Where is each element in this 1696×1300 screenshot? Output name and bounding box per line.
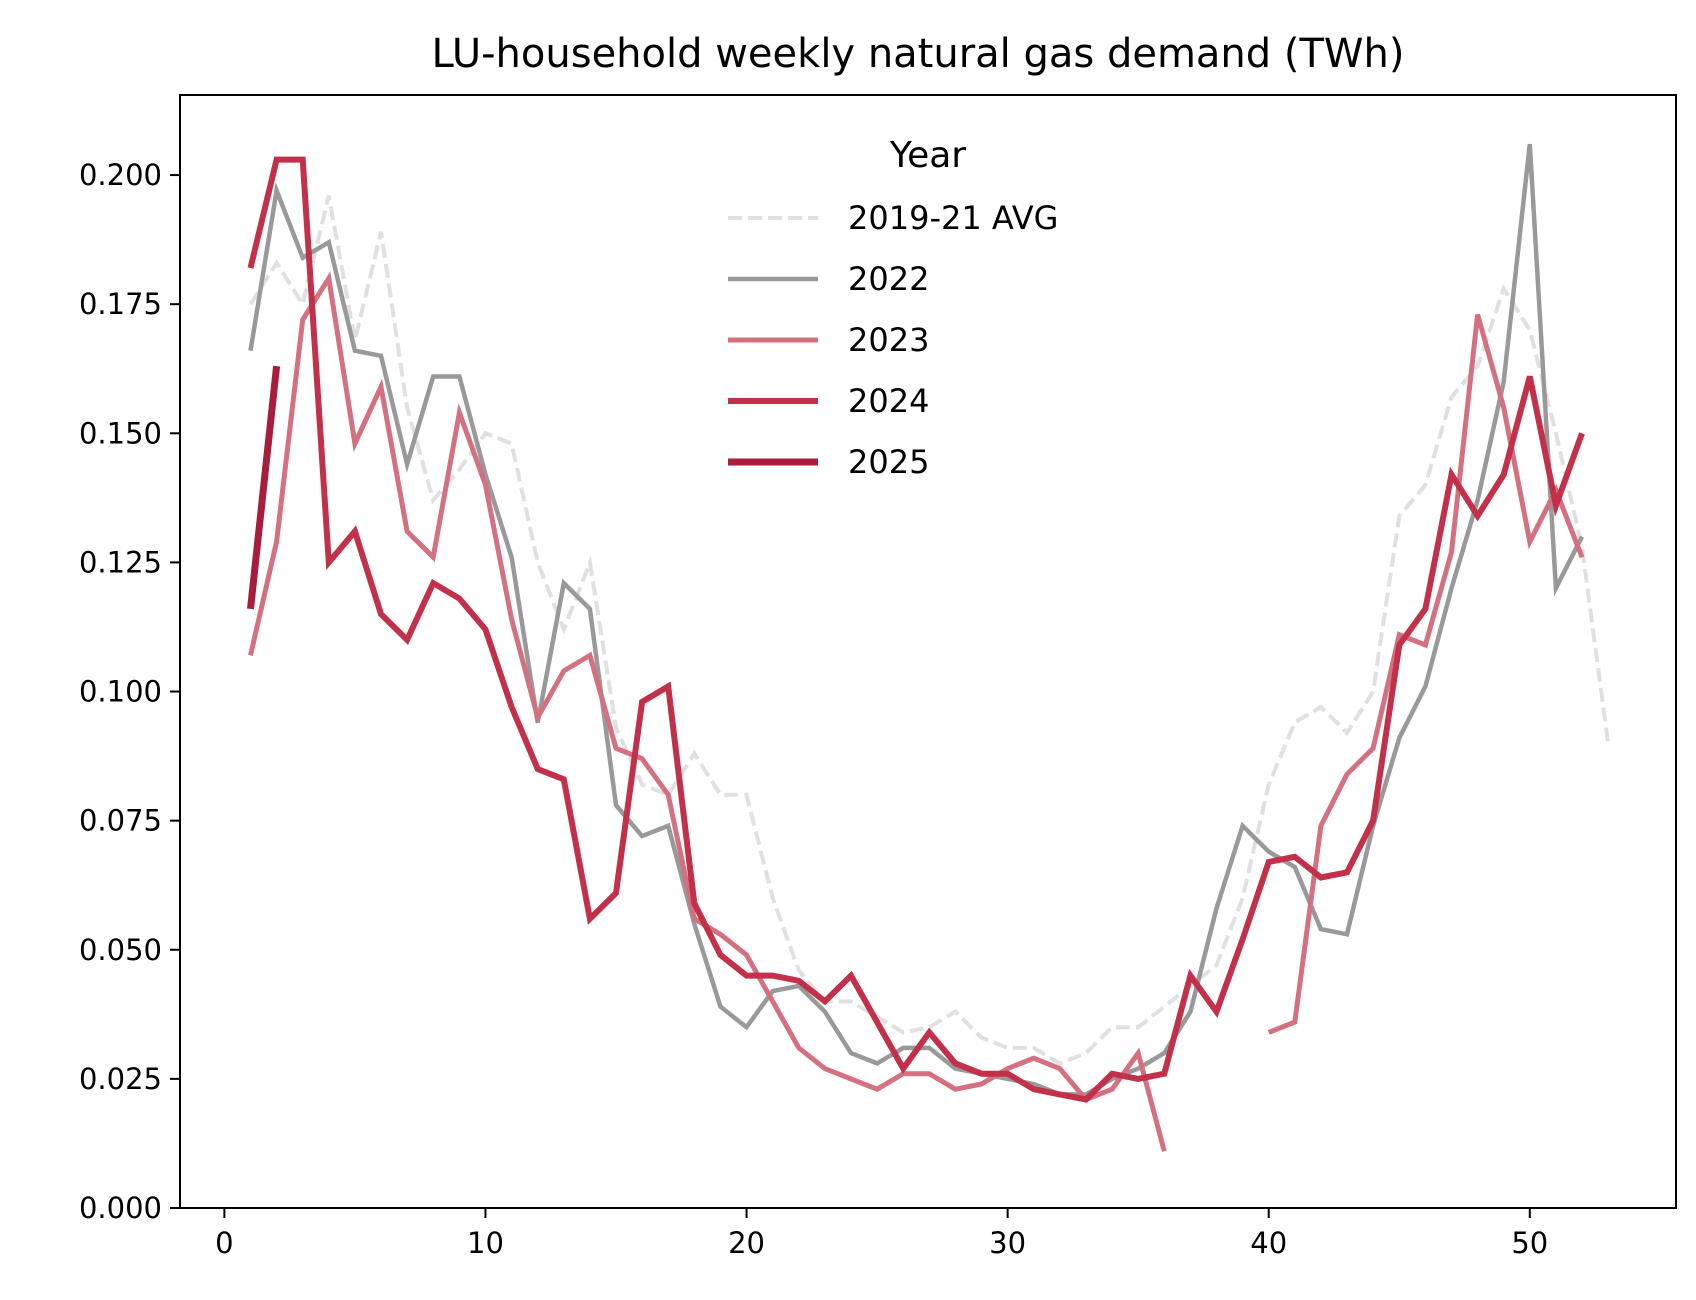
plot-frame (179, 94, 1677, 1209)
y-tick-label: 0.200 (79, 158, 162, 192)
x-tick-label: 50 (1511, 1226, 1548, 1260)
y-tick-label: 0.050 (79, 933, 162, 967)
y-tick-label: 0.025 (79, 1062, 162, 1096)
legend-label: 2022 (848, 260, 929, 298)
y-tick-label: 0.150 (79, 416, 162, 450)
x-tick-label: 30 (989, 1226, 1026, 1260)
y-tick-label: 0.100 (79, 675, 162, 709)
y-tick-label: 0.000 (79, 1191, 162, 1225)
x-tick-label: 10 (467, 1226, 504, 1260)
series-line-2024 (247, 156, 1585, 1103)
y-tick-label: 0.175 (79, 287, 162, 321)
chart-title: LU-household weekly natural gas demand (… (432, 31, 1405, 77)
legend-label: 2019-21 AVG (848, 199, 1058, 237)
y-tick-label: 0.075 (79, 804, 162, 838)
legend-label: 2023 (848, 321, 929, 359)
legend-label: 2025 (848, 443, 929, 481)
x-axis: 0 10 20 30 40 50 (215, 1208, 1548, 1260)
legend-label: 2024 (848, 382, 929, 420)
plot-area (247, 143, 1611, 1152)
legend: Year 2019-21 AVG 2022 2023 2024 2025 (728, 135, 1058, 481)
y-axis: 0.000 0.025 0.050 0.075 0.100 0.125 0.150 0.175… (79, 158, 180, 1225)
x-tick-label: 0 (215, 1226, 233, 1260)
legend-title: Year (889, 135, 966, 176)
series-line-2025 (247, 365, 281, 610)
x-tick-label: 40 (1250, 1226, 1287, 1260)
y-tick-label: 0.125 (79, 545, 162, 579)
x-tick-label: 20 (728, 1226, 765, 1260)
